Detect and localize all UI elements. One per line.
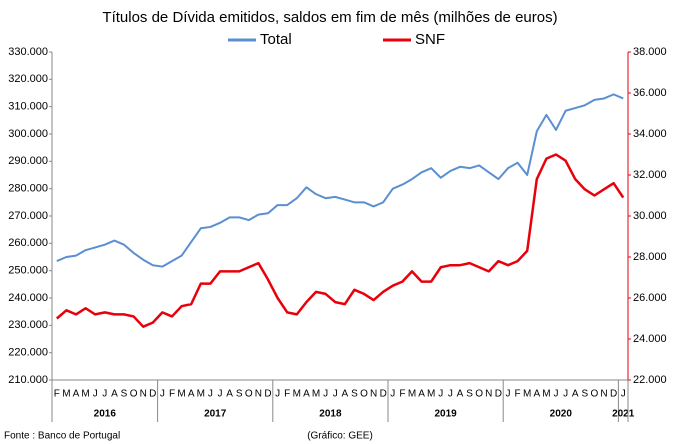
x-tick-label: N (600, 389, 607, 400)
year-label: 2016 (94, 409, 117, 420)
y-tick-label: 310.000 (8, 101, 48, 113)
x-tick-label: D (495, 389, 502, 400)
x-tick-label: J (218, 389, 223, 400)
x-tick-label: M (427, 389, 435, 400)
x-tick-label: J (160, 389, 165, 400)
x-tick-label: J (93, 389, 98, 400)
y2-tick-label: 26.000 (633, 292, 667, 304)
x-tick-label: D (380, 389, 387, 400)
x-tick-label: F (515, 389, 521, 400)
x-tick-label: A (533, 389, 540, 400)
x-tick-label: M (293, 389, 301, 400)
x-tick-label: O (130, 389, 138, 400)
x-tick-label: F (54, 389, 60, 400)
y2-tick-label: 30.000 (633, 210, 667, 222)
x-tick-label: J (208, 389, 213, 400)
x-tick-label: O (591, 389, 599, 400)
x-tick-label: J (448, 389, 453, 400)
x-tick-label: M (523, 389, 531, 400)
x-tick-label: J (390, 389, 395, 400)
x-tick-label: A (457, 389, 464, 400)
x-tick-label: N (485, 389, 492, 400)
x-tick-label: O (245, 389, 253, 400)
y-tick-label: 330.000 (8, 46, 48, 58)
x-tick-label: N (255, 389, 262, 400)
x-tick-label: J (102, 389, 107, 400)
x-tick-label: A (226, 389, 233, 400)
x-tick-label: M (408, 389, 416, 400)
x-tick-label: F (284, 389, 290, 400)
x-tick-label: A (303, 389, 310, 400)
x-tick-label: N (140, 389, 147, 400)
x-tick-label: A (111, 389, 118, 400)
y-tick-label: 240.000 (8, 292, 48, 304)
year-label: 2017 (204, 409, 227, 420)
y-tick-label: 250.000 (8, 265, 48, 277)
y-tick-label: 290.000 (8, 155, 48, 167)
legend-label: Total (260, 31, 292, 48)
y2-tick-label: 32.000 (633, 169, 667, 181)
x-tick-label: A (73, 389, 80, 400)
x-tick-label: M (312, 389, 320, 400)
source-note: Fonte : Banco de Portugal (4, 431, 120, 442)
x-tick-label: M (197, 389, 205, 400)
x-tick-label: A (572, 389, 579, 400)
series-line (55, 153, 625, 328)
series-line (56, 93, 624, 268)
y-tick-label: 270.000 (8, 210, 48, 222)
x-tick-label: D (264, 389, 271, 400)
x-tick-label: J (554, 389, 559, 400)
y2-tick-label: 36.000 (633, 87, 667, 99)
chart-title: Títulos de Dívida emitidos, saldos em fi… (102, 9, 557, 26)
legend-label: SNF (415, 31, 445, 48)
x-tick-label: A (188, 389, 195, 400)
x-tick-label: A (418, 389, 425, 400)
y2-tick-label: 22.000 (633, 374, 667, 386)
x-tick-label: S (236, 389, 243, 400)
x-tick-label: D (149, 389, 156, 400)
x-tick-label: J (506, 389, 511, 400)
y-tick-label: 260.000 (8, 237, 48, 249)
x-tick-label: F (169, 389, 175, 400)
x-tick-label: J (621, 389, 626, 400)
y2-tick-label: 34.000 (633, 128, 667, 140)
y2-tick-label: 28.000 (633, 251, 667, 263)
year-label: 2018 (319, 409, 342, 420)
x-tick-label: S (121, 389, 128, 400)
year-label: 2020 (550, 409, 573, 420)
x-tick-label: J (323, 389, 328, 400)
x-tick-label: M (177, 389, 185, 400)
x-tick-label: S (581, 389, 588, 400)
x-tick-label: M (542, 389, 550, 400)
y2-tick-label: 38.000 (633, 46, 667, 58)
x-tick-label: O (475, 389, 483, 400)
y-tick-label: 300.000 (8, 128, 48, 140)
x-tick-label: A (341, 389, 348, 400)
year-label: 2019 (434, 409, 457, 420)
y-tick-label: 210.000 (8, 374, 48, 386)
y-tick-label: 220.000 (8, 347, 48, 359)
x-tick-label: J (438, 389, 443, 400)
x-tick-label: M (62, 389, 70, 400)
year-label: 2021 (612, 409, 635, 420)
x-tick-label: D (610, 389, 617, 400)
x-tick-label: S (466, 389, 473, 400)
x-tick-label: J (275, 389, 280, 400)
x-tick-label: S (351, 389, 358, 400)
y2-tick-label: 24.000 (633, 333, 667, 345)
y-tick-label: 230.000 (8, 319, 48, 331)
x-tick-label: J (333, 389, 338, 400)
y-tick-label: 280.000 (8, 183, 48, 195)
credit-note: (Gráfico: GEE) (307, 431, 373, 442)
x-tick-label: J (563, 389, 568, 400)
y-tick-label: 320.000 (8, 73, 48, 85)
x-tick-label: F (399, 389, 405, 400)
x-tick-label: N (370, 389, 377, 400)
x-tick-label: M (81, 389, 89, 400)
x-tick-label: O (360, 389, 368, 400)
